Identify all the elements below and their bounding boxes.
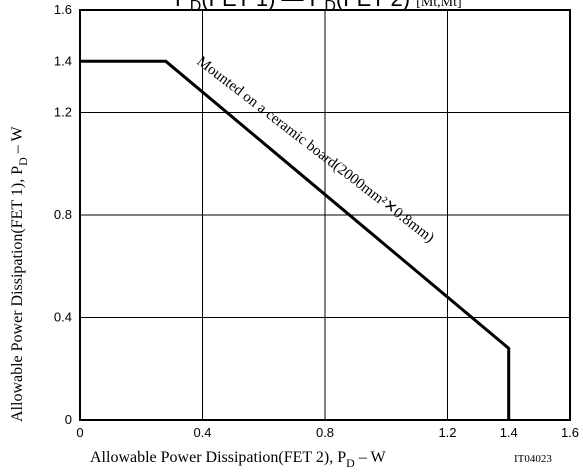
- x-axis-title: Allowable Power Dissipation(FET 2), PD –…: [90, 449, 387, 470]
- x-tick-label: 0.8: [316, 425, 334, 440]
- y-tick-label: 1.2: [54, 105, 72, 120]
- grid-lines: [80, 10, 570, 420]
- figure-code: IT04023: [514, 453, 552, 465]
- y-tick-label: 0.8: [54, 207, 72, 222]
- y-tick-label: 1.6: [54, 2, 72, 17]
- x-tick-label: 1.4: [500, 425, 518, 440]
- series-group: [80, 59, 511, 420]
- x-tick-label: 1.6: [561, 425, 579, 440]
- y-tick-label: 0.4: [54, 310, 72, 325]
- plot-frame: [79, 9, 571, 421]
- x-tick-labels: 0 0.4 0.8 1.2 1.4 1.6: [76, 425, 579, 440]
- x-tick-label: 0: [76, 425, 83, 440]
- x-tick-label: 0.4: [193, 425, 211, 440]
- chart-title: PD(FET 1) — PD(FET 2) [Mt,Mt]: [175, 0, 462, 15]
- series-line-0: [80, 59, 511, 420]
- annotation-label: Mounted on a ceramic board(2000mm²✕0.8mm…: [194, 53, 437, 246]
- y-axis-title: Allowable Power Dissipation(FET 1), PD –…: [9, 125, 30, 422]
- y-tick-labels: 0 0.4 0.8 1.2 1.4 1.6: [54, 2, 72, 427]
- x-tick-label: 1.2: [438, 425, 456, 440]
- y-tick-label: 1.4: [54, 53, 72, 68]
- y-tick-label: 0: [65, 412, 72, 427]
